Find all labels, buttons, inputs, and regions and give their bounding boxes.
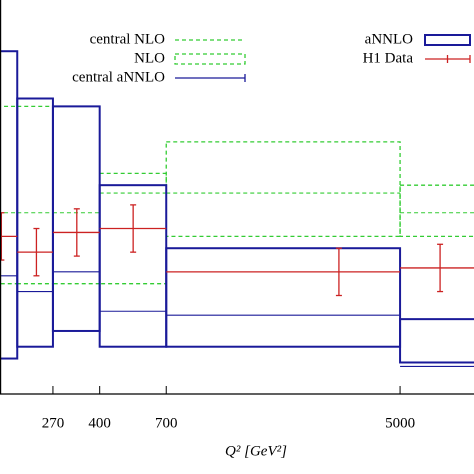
- x-tick-label: 5000: [385, 415, 415, 431]
- legend-label: central NLO: [90, 31, 166, 47]
- band-box: [165, 247, 402, 348]
- band-box: [16, 105, 54, 285]
- band-box: [16, 97, 54, 348]
- legend-label: central aNNLO: [72, 69, 165, 85]
- legend-label: aNNLO: [365, 31, 413, 47]
- band-box: [52, 105, 101, 285]
- band-box: [165, 141, 401, 238]
- band-box: [399, 318, 474, 364]
- legend-swatch: [424, 34, 471, 46]
- x-axis-label: Q² [GeV²]: [225, 443, 287, 459]
- band-box: [0, 50, 19, 360]
- legend-label: NLO: [134, 50, 165, 66]
- band-box: [0, 105, 18, 285]
- legend-label: H1 Data: [363, 50, 414, 66]
- band-box: [399, 184, 474, 238]
- plot-area: [0, 50, 474, 367]
- x-tick-label: 400: [88, 415, 111, 431]
- x-tick-label: 700: [155, 415, 178, 431]
- x-tick-label: 270: [42, 415, 65, 431]
- legend-swatch: [174, 53, 246, 65]
